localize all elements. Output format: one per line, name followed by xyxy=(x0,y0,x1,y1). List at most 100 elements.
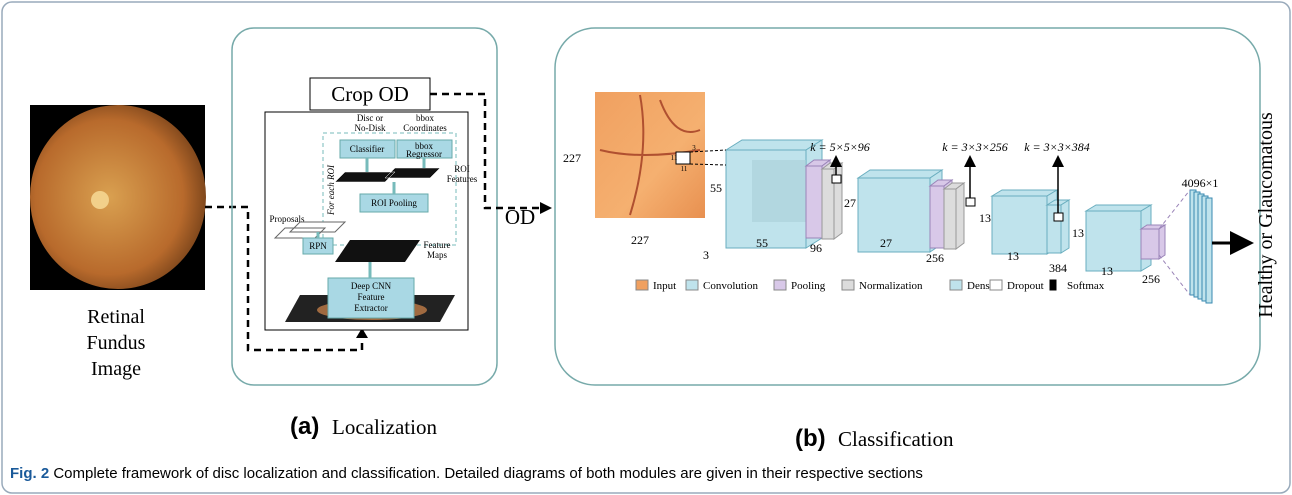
legend-swatch xyxy=(1049,279,1057,291)
kernel-lines xyxy=(689,149,727,166)
panel-classification xyxy=(554,27,1261,386)
dim: 227 xyxy=(563,151,581,165)
fundus-label: Image xyxy=(91,358,141,380)
legend-label: Dense xyxy=(967,280,995,292)
legend-label: Softmax xyxy=(1067,280,1105,292)
layer-top xyxy=(856,169,944,179)
text: Feature xyxy=(424,240,451,250)
fundus-disc xyxy=(30,105,206,289)
dim: 256 xyxy=(1142,272,1160,286)
legend-swatch xyxy=(635,279,649,291)
legend-swatch xyxy=(841,279,855,291)
dim: 55 xyxy=(710,181,722,195)
layer-top xyxy=(1084,204,1153,212)
text: Proposals xyxy=(269,214,305,224)
output-label: Healthy or Glaucomatous xyxy=(1255,112,1277,318)
fundus-label: Fundus xyxy=(87,332,146,354)
legend: Input Convolution Pooling Normalization Dens… xyxy=(635,279,1105,292)
text: For each ROI xyxy=(326,164,336,216)
dim: 3 xyxy=(703,248,709,262)
legend-swatch xyxy=(685,279,699,291)
connectors xyxy=(316,158,426,278)
text: RPN xyxy=(309,241,327,251)
text: bbox xyxy=(416,113,435,123)
dim: 11 xyxy=(681,165,688,173)
od-label: OD xyxy=(505,205,535,229)
layer-top xyxy=(990,189,1059,197)
text: Classifier xyxy=(350,144,385,154)
dense-links xyxy=(1158,189,1191,296)
legend-label: Convolution xyxy=(703,280,759,292)
dim: 27 xyxy=(880,236,892,250)
dim: 227 xyxy=(631,233,649,247)
text: ROI Pooling xyxy=(371,198,417,208)
dim: 256 xyxy=(926,251,944,265)
crop-label: Crop OD xyxy=(331,82,409,106)
kernel xyxy=(831,174,842,184)
legend-label: Input xyxy=(653,280,676,292)
layer-front xyxy=(1046,204,1062,254)
dim: 27 xyxy=(844,196,856,210)
dim: 13 xyxy=(1007,249,1019,263)
layer-side xyxy=(833,162,843,240)
panel-letter: (a) xyxy=(290,413,319,440)
dim: 55 xyxy=(756,236,768,250)
caption-label: Fig. 2 xyxy=(10,465,49,482)
optic-disc xyxy=(91,191,109,209)
labels: 227 227 3 11 11 3 55 55 96 27 27 256 13 … xyxy=(563,140,1218,286)
inner-face xyxy=(752,160,806,222)
legend-label: Pooling xyxy=(791,280,826,292)
caption: Fig. 2 Complete framework of disc locali… xyxy=(10,465,923,482)
layer-front xyxy=(857,177,931,253)
kernel: k = 3×3×384 xyxy=(1024,140,1090,154)
crop-box xyxy=(309,77,431,111)
dim: 11 xyxy=(671,154,678,162)
text: Coordinates xyxy=(403,123,447,133)
layer-front xyxy=(929,185,945,249)
layer-front xyxy=(1140,228,1160,260)
layer-side xyxy=(1060,199,1070,254)
text: Deep CNN xyxy=(351,281,392,291)
text: Feature xyxy=(358,292,385,302)
layer-front xyxy=(1085,210,1142,272)
dim: 384 xyxy=(1049,261,1067,275)
extractor-box xyxy=(327,277,415,319)
arrow-to-localizer xyxy=(205,205,364,352)
kernel xyxy=(1053,212,1064,222)
layer-front xyxy=(805,165,823,239)
legend-swatch xyxy=(989,279,1003,291)
text: Regressor xyxy=(406,149,442,159)
dim: 13 xyxy=(1072,226,1084,240)
text: No-Disk xyxy=(355,123,386,133)
layers xyxy=(675,139,1254,304)
text: ROI xyxy=(454,164,470,174)
fc-dim: 4096×1 xyxy=(1182,176,1219,190)
legend-label: Normalization xyxy=(859,280,923,292)
panel-letter: (b) xyxy=(795,425,826,452)
arrow-to-classifier xyxy=(430,92,540,210)
panel-name: Classification xyxy=(838,427,954,451)
arrowhead xyxy=(540,202,552,214)
dim: 13 xyxy=(1101,264,1113,278)
dim: 13 xyxy=(979,211,991,225)
legend-swatch xyxy=(949,279,963,291)
kernel xyxy=(675,151,691,165)
dense xyxy=(1205,197,1213,304)
text: Extractor xyxy=(354,303,387,313)
legend-swatch xyxy=(773,279,787,291)
layer-front xyxy=(943,188,957,250)
layer-side xyxy=(955,182,965,250)
fundus-label: Retinal xyxy=(87,306,145,328)
kernel: k = 3×3×256 xyxy=(942,140,1008,154)
feature-maps-shape xyxy=(335,240,420,262)
panel-localization xyxy=(231,27,498,386)
text: bbox xyxy=(415,141,434,151)
text: Features xyxy=(447,174,478,184)
layer-front xyxy=(991,195,1048,255)
legend-label: Dropout xyxy=(1007,280,1044,292)
layer-side xyxy=(1158,224,1166,260)
dim: 3 xyxy=(692,144,696,152)
dim: 96 xyxy=(810,241,822,255)
caption-text: Complete framework of disc localization … xyxy=(49,465,923,482)
